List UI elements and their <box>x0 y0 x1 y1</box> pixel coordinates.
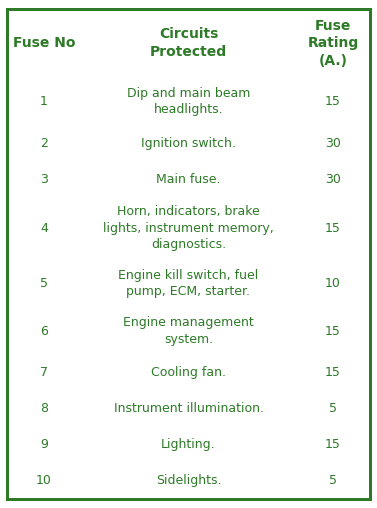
Bar <box>81 463 296 499</box>
Text: Fuse
Rating
(A.): Fuse Rating (A.) <box>307 18 359 68</box>
Bar <box>296 260 370 307</box>
Text: 7: 7 <box>40 366 48 379</box>
Bar <box>7 9 81 78</box>
Bar <box>7 463 81 499</box>
Bar <box>296 427 370 463</box>
Bar <box>7 427 81 463</box>
Text: Sidelights.: Sidelights. <box>156 474 221 487</box>
Bar <box>81 427 296 463</box>
Text: 5: 5 <box>40 277 48 290</box>
Text: Fuse No: Fuse No <box>13 37 75 50</box>
Text: 15: 15 <box>325 95 341 108</box>
Bar <box>296 391 370 427</box>
Bar <box>296 197 370 260</box>
Bar <box>81 197 296 260</box>
Text: 15: 15 <box>325 366 341 379</box>
Bar <box>7 260 81 307</box>
Text: 15: 15 <box>325 438 341 452</box>
Text: 15: 15 <box>325 222 341 235</box>
Bar <box>81 78 296 125</box>
Bar <box>296 161 370 197</box>
Bar <box>81 391 296 427</box>
Bar <box>296 463 370 499</box>
Text: Dip and main beam
headlights.: Dip and main beam headlights. <box>127 87 250 116</box>
Bar <box>296 307 370 355</box>
Text: Cooling fan.: Cooling fan. <box>151 366 226 379</box>
Bar <box>81 161 296 197</box>
Bar <box>7 161 81 197</box>
Bar <box>296 78 370 125</box>
Text: Main fuse.: Main fuse. <box>156 173 221 185</box>
Text: 1: 1 <box>40 95 48 108</box>
Text: Lighting.: Lighting. <box>161 438 216 452</box>
Text: Ignition switch.: Ignition switch. <box>141 137 236 150</box>
Bar <box>81 307 296 355</box>
Bar <box>296 9 370 78</box>
Text: 5: 5 <box>329 474 337 487</box>
Text: 3: 3 <box>40 173 48 185</box>
Text: 10: 10 <box>325 277 341 290</box>
Text: Horn, indicators, brake
lights, instrument memory,
diagnostics.: Horn, indicators, brake lights, instrume… <box>103 205 274 251</box>
Text: 8: 8 <box>40 402 48 416</box>
Bar <box>296 355 370 391</box>
Text: 10: 10 <box>36 474 52 487</box>
Text: Circuits
Protected: Circuits Protected <box>150 27 227 59</box>
Text: 30: 30 <box>325 137 341 150</box>
Bar <box>81 9 296 78</box>
Bar <box>81 355 296 391</box>
Text: 6: 6 <box>40 325 48 338</box>
Text: 9: 9 <box>40 438 48 452</box>
Bar <box>7 78 81 125</box>
Bar <box>296 125 370 161</box>
Bar <box>7 197 81 260</box>
Bar <box>7 355 81 391</box>
Bar <box>7 307 81 355</box>
Text: 4: 4 <box>40 222 48 235</box>
Text: 2: 2 <box>40 137 48 150</box>
Bar <box>81 260 296 307</box>
Bar <box>7 125 81 161</box>
Text: 5: 5 <box>329 402 337 416</box>
Bar <box>81 125 296 161</box>
Bar <box>7 391 81 427</box>
Text: Engine kill switch, fuel
pump, ECM, starter.: Engine kill switch, fuel pump, ECM, star… <box>118 269 259 298</box>
Text: Engine management
system.: Engine management system. <box>123 316 254 346</box>
Text: Instrument illumination.: Instrument illumination. <box>113 402 264 416</box>
Text: 15: 15 <box>325 325 341 338</box>
Text: 30: 30 <box>325 173 341 185</box>
